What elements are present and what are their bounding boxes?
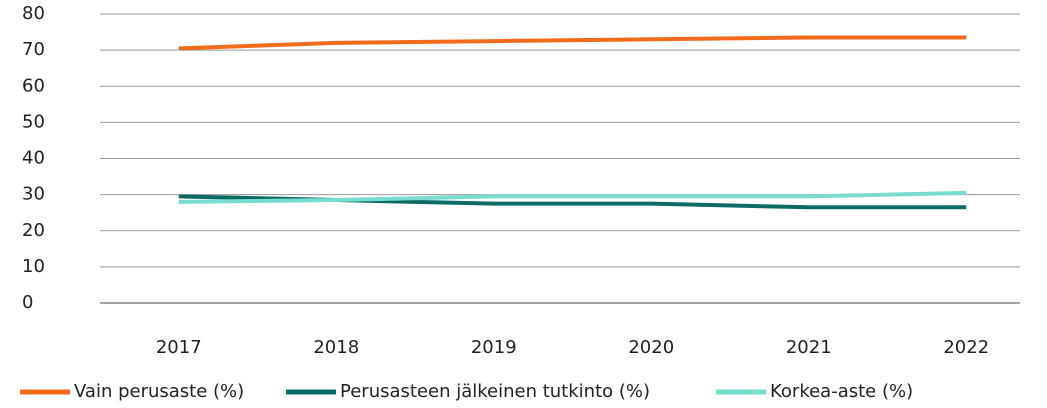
y-tick-label: 10 (22, 256, 45, 277)
line (178, 35, 967, 51)
legend-label: Korkea-aste (%) (770, 381, 913, 402)
y-tick-label: 0 (22, 292, 33, 313)
x-tick-label: 2018 (313, 337, 359, 358)
legend-label: Perusasteen jälkeinen tutkinto (%) (340, 381, 650, 402)
y-tick-label: 20 (22, 220, 45, 241)
legend-label: Vain perusaste (%) (74, 381, 244, 402)
y-tick-label: 70 (22, 39, 45, 60)
y-tick-label: 80 (22, 3, 45, 24)
y-tick-label: 40 (22, 148, 45, 169)
x-tick-label: 2019 (471, 337, 517, 358)
x-tick-label: 2017 (156, 337, 202, 358)
x-tick-label: 2020 (628, 337, 674, 358)
line (178, 190, 967, 204)
y-tick-label: 30 (22, 184, 45, 205)
x-tick-label: 2021 (786, 337, 832, 358)
y-tick-label: 60 (22, 75, 45, 96)
y-tick-label: 50 (22, 111, 45, 132)
x-tick-label: 2022 (943, 337, 989, 358)
